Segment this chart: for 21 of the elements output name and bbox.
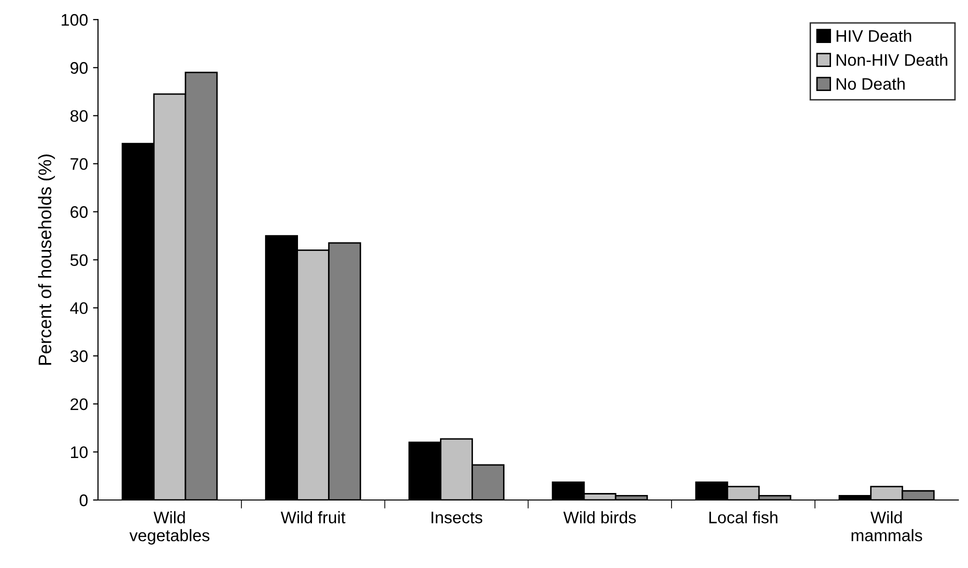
y-tick-label: 30 (70, 350, 88, 362)
legend-label: Non-HIV Death (836, 54, 948, 66)
legend-label: No Death (836, 78, 905, 90)
x-tick-label: Local fish (709, 511, 778, 524)
x-tick-label: Wild mammals (852, 511, 922, 542)
x-tick-label: Wild birds (563, 511, 636, 524)
y-tick-label: 20 (70, 398, 88, 410)
x-tick-label: Wild fruit (280, 511, 346, 524)
y-tick-label: 100 (62, 14, 88, 26)
x-tick-label: Wild vegetables (129, 511, 210, 545)
y-tick-label: 0 (80, 494, 88, 506)
y-tick-label: 80 (70, 110, 88, 122)
y-tick-label: 10 (71, 446, 88, 458)
y-tick-label: 70 (70, 158, 88, 170)
y-tick-label: 60 (70, 206, 88, 218)
legend-label: HIV Death (836, 30, 912, 42)
y-axis-title: Percent of households (%) (38, 154, 55, 365)
x-tick-label: Insects (432, 512, 482, 524)
y-tick-label: 40 (70, 302, 88, 314)
y-tick-label: 90 (70, 62, 88, 74)
y-tick-label: 50 (70, 254, 88, 266)
